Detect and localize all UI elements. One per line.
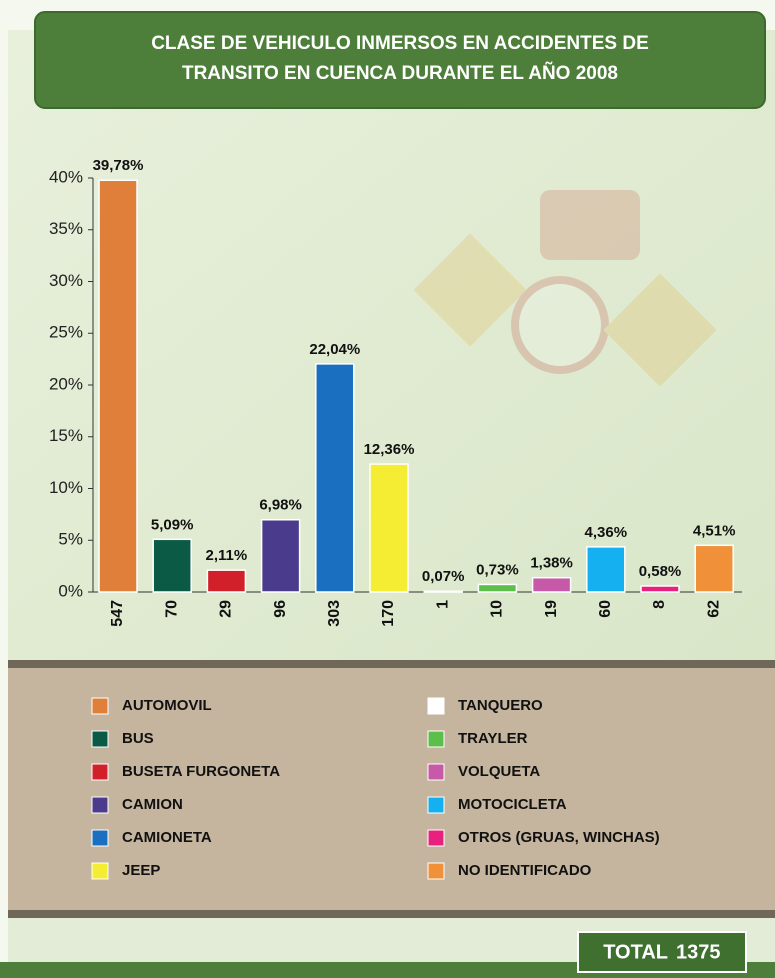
bar — [533, 578, 571, 592]
legend-swatch — [92, 863, 108, 879]
legend-label: TANQUERO — [458, 697, 543, 714]
legend-swatch — [92, 764, 108, 780]
bar — [641, 586, 679, 592]
value-label: 12,36% — [364, 441, 415, 458]
value-label: 0,73% — [476, 561, 519, 578]
x-tick-label: 70 — [163, 600, 180, 618]
legend-swatch — [428, 731, 444, 747]
y-tick-label: 5% — [58, 530, 83, 549]
y-tick-label: 40% — [49, 167, 83, 186]
legend-swatch — [428, 764, 444, 780]
bar — [695, 545, 733, 592]
y-tick-label: 20% — [49, 374, 83, 393]
x-tick-label: 19 — [543, 600, 560, 618]
value-label: 0,58% — [639, 563, 682, 580]
legend-label: NO IDENTIFICADO — [458, 862, 592, 879]
legend-label: MOTOCICLETA — [458, 796, 567, 813]
y-tick-label: 35% — [49, 219, 83, 238]
y-tick-label: 15% — [49, 426, 83, 445]
bar — [587, 547, 625, 592]
legend-border — [8, 910, 775, 918]
x-tick-label: 8 — [651, 600, 668, 609]
bar — [316, 364, 354, 592]
legend-swatch — [92, 830, 108, 846]
legend-label: CAMION — [122, 796, 183, 813]
legend-label: BUS — [122, 730, 154, 747]
legend-label: OTROS (GRUAS, WINCHAS) — [458, 829, 660, 846]
x-tick-label: 547 — [109, 600, 126, 627]
value-label: 0,07% — [422, 568, 465, 585]
y-tick-label: 10% — [49, 478, 83, 497]
legend-swatch — [92, 698, 108, 714]
bar — [262, 520, 300, 592]
total-value: 1375 — [676, 941, 721, 963]
legend-label: CAMIONETA — [122, 829, 212, 846]
bar — [478, 584, 516, 592]
legend-swatch — [92, 797, 108, 813]
page: CLASE DE VEHICULO INMERSOS EN ACCIDENTES… — [0, 0, 775, 978]
legend-label: VOLQUETA — [458, 763, 540, 780]
legend-label: AUTOMOVIL — [122, 697, 212, 714]
bar — [207, 570, 245, 592]
legend-label: BUSETA FURGONETA — [122, 763, 280, 780]
x-tick-label: 96 — [272, 600, 289, 618]
title-box — [35, 12, 765, 108]
value-label: 1,38% — [530, 555, 573, 572]
x-tick-label: 60 — [597, 600, 614, 618]
value-label: 4,36% — [585, 524, 628, 541]
bar — [370, 464, 408, 592]
x-tick-label: 1 — [434, 600, 451, 609]
y-tick-label: 25% — [49, 323, 83, 342]
chart-title: TRANSITO EN CUENCA DURANTE EL AÑO 2008 — [182, 62, 618, 84]
y-tick-label: 30% — [49, 271, 83, 290]
y-tick-label: 0% — [58, 581, 83, 600]
chart: CLASE DE VEHICULO INMERSOS EN ACCIDENTES… — [0, 0, 775, 978]
x-tick-label: 303 — [326, 600, 343, 627]
legend-swatch — [92, 731, 108, 747]
value-label: 5,09% — [151, 516, 194, 533]
legend-swatch — [428, 863, 444, 879]
total-label: TOTAL — [603, 941, 668, 963]
legend-swatch — [428, 830, 444, 846]
x-tick-label: 10 — [489, 600, 506, 618]
x-tick-label: 62 — [705, 600, 722, 618]
legend-border — [8, 660, 775, 668]
value-label: 4,51% — [693, 522, 736, 539]
value-label: 6,98% — [259, 497, 302, 514]
legend-swatch — [428, 797, 444, 813]
value-label: 2,11% — [206, 547, 248, 564]
bar — [424, 591, 462, 592]
legend-label: TRAYLER — [458, 730, 528, 747]
bar — [153, 539, 191, 592]
x-tick-label: 29 — [218, 600, 235, 618]
legend-swatch — [428, 698, 444, 714]
legend-label: JEEP — [122, 862, 160, 879]
value-label: 39,78% — [93, 157, 144, 174]
chart-title: CLASE DE VEHICULO INMERSOS EN ACCIDENTES… — [151, 33, 649, 54]
bar — [99, 180, 137, 592]
value-label: 22,04% — [309, 341, 360, 358]
x-tick-label: 170 — [380, 600, 397, 627]
